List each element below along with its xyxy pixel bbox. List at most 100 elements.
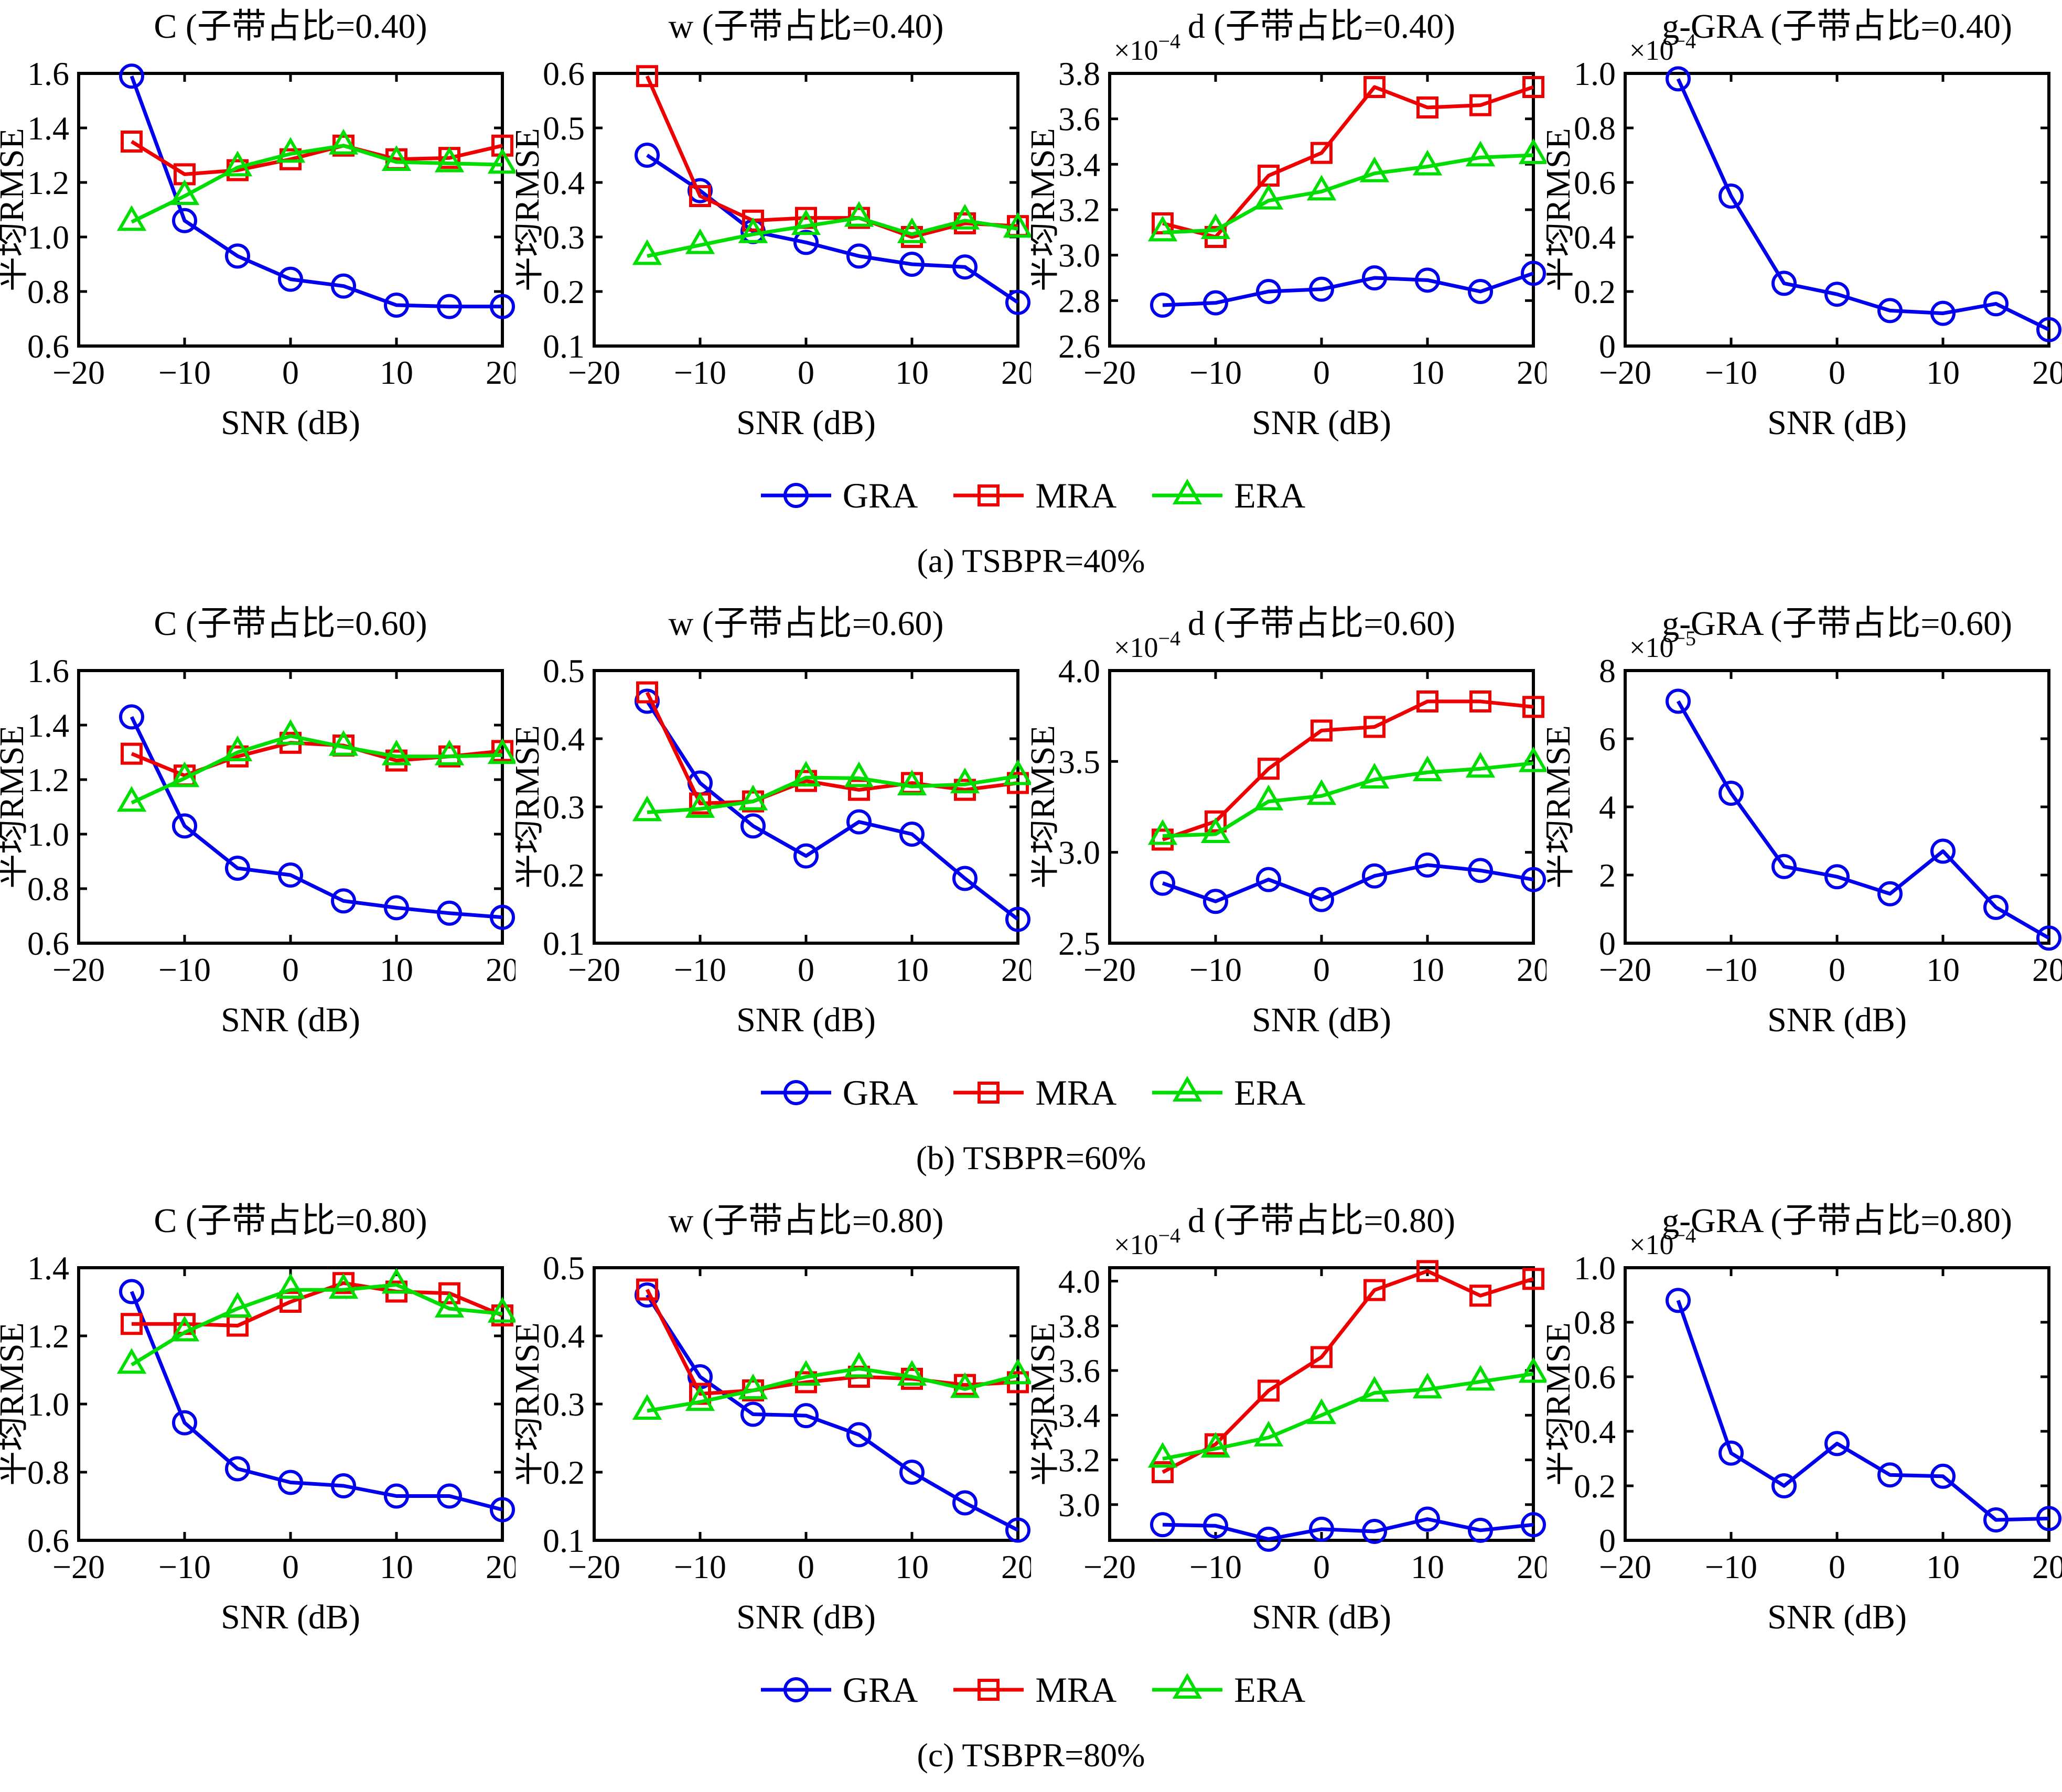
marker-circle bbox=[899, 252, 925, 277]
x-axis-label: SNR (dB) bbox=[221, 404, 360, 442]
legend-item-mra: MRA bbox=[949, 1669, 1116, 1711]
marker-triangle bbox=[950, 203, 980, 230]
marker-circle bbox=[783, 483, 809, 508]
chart-ggra-080: g-GRA (子带占比=0.80)×10−4 平均RMSE SNR (dB) −20 −… bbox=[1546, 1202, 2062, 1636]
chart-d-040: d (子带占比=0.40)×10−4 平均RMSE SNR (dB) −20 −10 0 1… bbox=[1031, 7, 1546, 442]
caption-a: (a) TSBPR=40% bbox=[917, 542, 1145, 579]
legend-item-gra: GRA bbox=[757, 474, 918, 516]
chart-title: w (子带占比=0.80) bbox=[669, 1202, 944, 1240]
marker-triangle bbox=[632, 795, 662, 822]
marker-circle bbox=[783, 1080, 809, 1105]
marker-square bbox=[689, 185, 711, 207]
legend-row-a: GRA MRA ERA bbox=[0, 461, 2062, 530]
marker-circle bbox=[172, 208, 197, 233]
marker-circle bbox=[225, 856, 250, 881]
legend-item-mra: MRA bbox=[949, 474, 1116, 516]
x-tick-label: 0 bbox=[798, 1548, 814, 1585]
marker-triangle bbox=[950, 768, 980, 794]
x-tick-label: 0 bbox=[282, 354, 299, 391]
x-tick-label: −20 bbox=[1599, 354, 1651, 391]
marker-circle bbox=[1203, 1513, 1228, 1539]
legend-swatch-circle bbox=[760, 483, 831, 508]
legend-swatch-triangle bbox=[1152, 1672, 1223, 1699]
marker-triangle bbox=[222, 150, 253, 177]
marker-triangle bbox=[487, 738, 516, 764]
marker-triangle bbox=[685, 792, 715, 818]
marker-square bbox=[438, 1282, 460, 1304]
marker-square bbox=[636, 681, 658, 704]
chart-ggra-040: g-GRA (子带占比=0.40)×10−4 平均RMSE SNR (dB) −20 −… bbox=[1546, 7, 2062, 442]
marker-triangle bbox=[897, 769, 927, 795]
marker-circle bbox=[1005, 289, 1030, 315]
x-tick-label: 20 bbox=[1001, 951, 1031, 988]
marker-circle bbox=[331, 888, 356, 914]
marker-square bbox=[1416, 96, 1438, 118]
marker-triangle bbox=[1147, 215, 1178, 242]
marker-circle bbox=[490, 294, 515, 319]
y-tick-label: 2.6 bbox=[1058, 328, 1100, 365]
x-tick-label: −10 bbox=[158, 354, 211, 391]
x-tick-label: 20 bbox=[1517, 951, 1546, 988]
y-tick-label: 3.2 bbox=[1058, 191, 1100, 229]
legend-item-era: ERA bbox=[1148, 1072, 1305, 1114]
y-tick-label: 0.3 bbox=[543, 219, 585, 256]
marker-circle bbox=[1877, 298, 1903, 323]
marker-triangle bbox=[738, 784, 768, 811]
marker-circle bbox=[1521, 261, 1546, 286]
x-tick-label: 20 bbox=[2032, 354, 2062, 391]
marker-square bbox=[1311, 719, 1333, 742]
marker-circle bbox=[783, 1677, 809, 1702]
marker-triangle bbox=[897, 217, 927, 243]
y-tick-label: 4.0 bbox=[1058, 652, 1100, 689]
x-tick-label: 20 bbox=[486, 1548, 516, 1585]
marker-triangle bbox=[897, 1359, 927, 1386]
x-tick-label: 0 bbox=[1829, 1548, 1845, 1585]
marker-triangle bbox=[487, 1297, 516, 1323]
x-axis-label: SNR (dB) bbox=[1252, 404, 1391, 442]
x-tick-label: −20 bbox=[52, 354, 105, 391]
y-tick-label: 3.0 bbox=[1058, 237, 1100, 274]
marker-circle bbox=[437, 1483, 462, 1509]
x-axis-label: SNR (dB) bbox=[1252, 1598, 1391, 1636]
marker-square bbox=[1311, 142, 1333, 164]
y-axis-label: 平均RMSE bbox=[516, 725, 546, 889]
y-tick-label: 0 bbox=[1599, 328, 1616, 365]
marker-circle bbox=[1203, 290, 1228, 316]
marker-square bbox=[1522, 76, 1544, 98]
x-tick-label: −20 bbox=[1599, 951, 1651, 988]
y-tick-label: 1.4 bbox=[27, 110, 69, 147]
y-tick-label: 3.4 bbox=[1058, 1397, 1100, 1434]
marker-triangle bbox=[1003, 759, 1031, 785]
marker-circle bbox=[1415, 267, 1440, 293]
y-tick-label: 0 bbox=[1599, 1522, 1616, 1559]
marker-triangle bbox=[169, 179, 200, 205]
y-tick-label: 6 bbox=[1599, 720, 1616, 758]
marker-triangle bbox=[116, 1348, 147, 1374]
marker-circle bbox=[793, 230, 819, 255]
marker-circle bbox=[172, 813, 197, 839]
marker-triangle bbox=[950, 1372, 980, 1398]
y-tick-label: 1.0 bbox=[27, 1386, 69, 1423]
marker-triangle bbox=[275, 137, 306, 163]
chart-cell-w-080: w (子带占比=0.80) 平均RMSE SNR (dB) −20 −10 0 10 20 0.… bbox=[516, 1194, 1031, 1656]
chart-cell-c-080: C (子带占比=0.80) 平均RMSE SNR (dB) −20 −10 0 10 20 0.… bbox=[0, 1194, 516, 1656]
y-tick-label: 0.3 bbox=[543, 1386, 585, 1423]
chart-title: g-GRA (子带占比=0.80) bbox=[1662, 1202, 2012, 1240]
x-tick-label: −20 bbox=[52, 951, 105, 988]
marker-circle bbox=[899, 1460, 925, 1485]
x-tick-label: 0 bbox=[1313, 1548, 1330, 1585]
y-tick-label: 1.0 bbox=[1574, 55, 1616, 92]
y-tick-label: 1.0 bbox=[27, 816, 69, 853]
marker-triangle bbox=[381, 145, 412, 171]
marker-triangle bbox=[791, 209, 821, 235]
marker-circle bbox=[740, 813, 766, 839]
chart-title: d (子带占比=0.80) bbox=[1188, 1202, 1455, 1240]
marker-triangle bbox=[169, 1315, 200, 1342]
series-line-gra bbox=[1676, 78, 2050, 331]
marker-circle bbox=[384, 895, 409, 921]
marker-circle bbox=[1256, 1526, 1281, 1552]
legend-label: MRA bbox=[1035, 1669, 1117, 1710]
marker-circle bbox=[1719, 1440, 1744, 1466]
marker-triangle bbox=[1359, 156, 1390, 182]
marker-circle bbox=[490, 1497, 515, 1523]
